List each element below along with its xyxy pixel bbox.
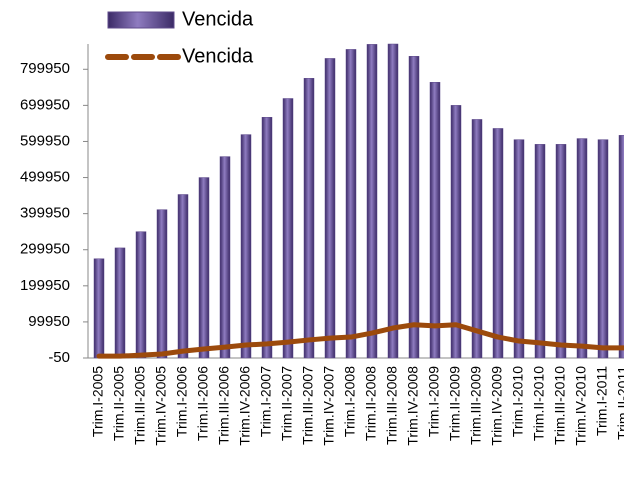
bar xyxy=(282,98,294,359)
bar xyxy=(156,209,168,359)
x-tick-label: Trim.IV-2006 xyxy=(237,366,253,446)
y-tick-label: 699950 xyxy=(20,96,70,113)
bar xyxy=(429,82,441,359)
legend-label: Vencida xyxy=(182,45,254,67)
x-tick-label: Trim.I-2005 xyxy=(90,366,106,437)
y-tick-label: -50 xyxy=(48,349,70,366)
y-tick-label: 99950 xyxy=(28,313,70,330)
x-tick-label: Trim.I-2008 xyxy=(342,366,358,437)
y-tick-label: 799950 xyxy=(20,60,70,77)
y-tick-label: 599950 xyxy=(20,132,70,149)
bar xyxy=(618,135,624,359)
bar xyxy=(345,49,357,359)
bar xyxy=(576,138,588,359)
bar xyxy=(534,144,546,359)
bar xyxy=(219,156,231,359)
bar xyxy=(366,44,378,359)
x-tick-label: Trim.III-2007 xyxy=(300,366,316,445)
x-tick-label: Trim.IV-2008 xyxy=(405,366,421,446)
bar xyxy=(471,119,483,359)
x-tick-label: Trim.III-2005 xyxy=(132,366,148,445)
legend-swatch xyxy=(107,11,175,29)
y-tick-label: 299950 xyxy=(20,241,70,258)
bar xyxy=(303,78,315,359)
x-tick-label: Trim.I-2010 xyxy=(510,366,526,437)
bar xyxy=(555,144,567,359)
x-tick-label: Trim.II-2009 xyxy=(447,366,463,441)
bar xyxy=(492,128,504,359)
x-tick-label: Trim.IV-2010 xyxy=(573,366,589,446)
y-tick-label: 399950 xyxy=(20,205,70,222)
bar xyxy=(93,258,105,359)
line xyxy=(96,322,624,359)
x-tick-label: Trim.II-2011 xyxy=(615,366,624,440)
x-tick-label: Trim.I-2007 xyxy=(258,366,274,437)
bar xyxy=(135,231,147,359)
bar xyxy=(387,43,399,359)
bar xyxy=(597,139,609,359)
y-tick-label: 199950 xyxy=(20,277,70,294)
bar xyxy=(240,134,252,359)
x-tick-label: Trim.III-2006 xyxy=(216,366,232,445)
x-tick-label: Trim.IV-2005 xyxy=(153,366,169,446)
x-tick-label: Trim.III-2010 xyxy=(552,366,568,445)
x-tick-label: Trim.IV-2007 xyxy=(321,366,337,446)
bar xyxy=(324,58,336,359)
bar xyxy=(198,177,210,359)
bar xyxy=(408,56,420,359)
x-tick-label: Trim.I-2011 xyxy=(594,366,610,436)
x-tick-label: Trim.II-2005 xyxy=(111,366,127,441)
x-tick-label: Trim.II-2010 xyxy=(531,366,547,441)
bar xyxy=(114,247,126,359)
x-tick-label: Trim.I-2006 xyxy=(174,366,190,437)
y-tick-label: 499950 xyxy=(20,169,70,186)
bar xyxy=(450,105,462,359)
x-tick-label: Trim.III-2008 xyxy=(384,366,400,445)
legend-label: Vencida xyxy=(182,8,254,30)
x-tick-label: Trim.II-2006 xyxy=(195,366,211,441)
x-tick-label: Trim.III-2009 xyxy=(468,366,484,445)
bar xyxy=(513,139,525,359)
x-tick-label: Trim.II-2008 xyxy=(363,366,379,441)
x-tick-label: Trim.IV-2009 xyxy=(489,366,505,446)
x-tick-label: Trim.II-2007 xyxy=(279,366,295,441)
x-tick-label: Trim.I-2009 xyxy=(426,366,442,437)
bar xyxy=(261,117,273,359)
bar xyxy=(177,194,189,359)
